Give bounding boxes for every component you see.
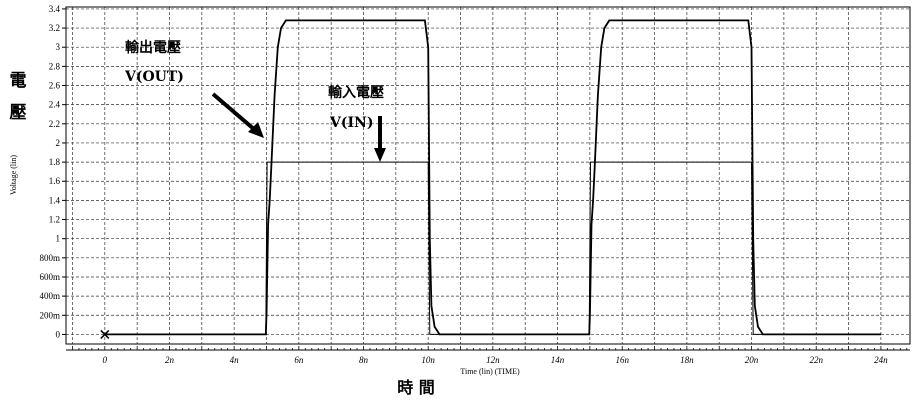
y-tick-labels: 0 200m 400m 600m 800m 1 1.2 1.4 1.6 1.8 2 2.2 2.4 2.6…: [39, 4, 60, 340]
x-tick-label: 4n: [230, 355, 240, 365]
x-axis-label-small: Time (lin) (TIME): [460, 367, 520, 376]
vin-annotation-name: V(IN): [329, 115, 373, 131]
y-axis-label-cjk-2: 壓: [10, 103, 27, 123]
vout-annotation-name: V(OUT): [124, 69, 184, 85]
series-lines: [104, 19, 881, 336]
x-tick-label: 24n: [874, 355, 888, 365]
y-tick-label: 1: [56, 234, 61, 244]
x-tick-label: 10n: [421, 355, 435, 365]
y-tick-label: 400m: [39, 291, 60, 301]
y-tick-label: 600m: [39, 272, 60, 282]
y-axis-label-small: Voltage (lin): [9, 155, 18, 195]
y-tick-label: 0: [56, 329, 61, 339]
plot-frame: [62, 6, 911, 351]
y-tick-label: 1.4: [49, 195, 61, 205]
y-tick-label: 3.2: [49, 23, 60, 33]
x-tick-label: 2n: [165, 355, 175, 365]
x-tick-label: 12n: [486, 355, 500, 365]
x-tick-label: 22n: [809, 355, 823, 365]
plot-border: [65, 6, 911, 345]
y-axis-label-cjk-1: 電: [10, 71, 27, 91]
vout-annotation-cjk: 輸出電壓: [125, 39, 181, 56]
y-tick-label: 3: [56, 42, 61, 52]
y-tick-label: 2: [56, 138, 61, 148]
x-tick-label: 0: [103, 355, 108, 365]
y-tick-label: 3.4: [49, 4, 61, 14]
x-tick-label: 14n: [551, 355, 565, 365]
y-tick-label: 800m: [39, 253, 60, 263]
y-tick-label: 2.2: [49, 119, 60, 129]
chart-grid: [66, 7, 910, 344]
origin-marker-stroke: [100, 329, 110, 339]
x-tick-label: 16n: [615, 355, 629, 365]
x-tick-label: 8n: [359, 355, 369, 365]
y-tick-label: 2.8: [49, 61, 61, 71]
series-line-vin: [104, 161, 881, 335]
y-tick-label: 1.2: [49, 215, 60, 225]
y-tick-label: 200m: [39, 310, 60, 320]
vin-annotation-cjk: 輸入電壓: [328, 84, 384, 101]
x-axis-label-cjk: 時 間: [397, 378, 435, 397]
y-tick-label: 1.6: [49, 176, 61, 186]
y-tick-label: 2.6: [49, 81, 61, 91]
x-tick-labels: 0 2n 4n 6n 8n 10n 12n 14n 16n 18n 20n 22n 24n: [103, 355, 889, 365]
vout-arrow: [211, 92, 264, 138]
y-tick-label: 1.8: [49, 157, 61, 167]
x-tick-label: 6n: [294, 355, 304, 365]
x-tick-label: 20n: [745, 355, 759, 365]
x-tick-label: 18n: [680, 355, 694, 365]
y-tick-label: 2.4: [49, 100, 61, 110]
origin-marker: [100, 329, 110, 339]
vin-arrow: [374, 116, 386, 162]
